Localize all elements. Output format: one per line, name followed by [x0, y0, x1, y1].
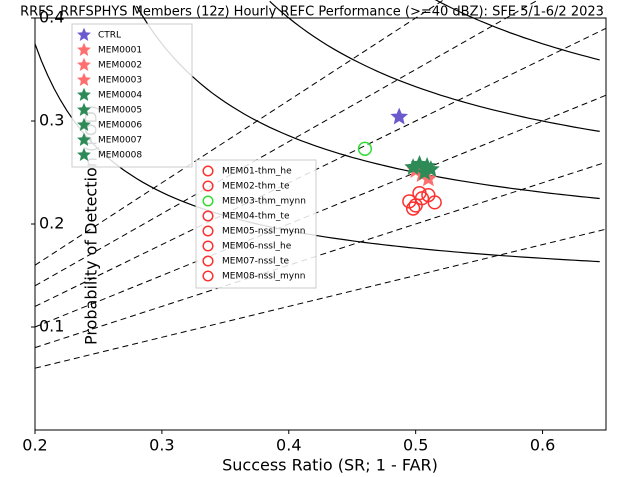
legend-marker — [202, 225, 214, 237]
point — [418, 156, 436, 174]
legend-label: MEM05-nssl_mynn — [222, 227, 306, 237]
legend-marker — [77, 147, 91, 161]
csi-curve — [434, 0, 600, 61]
legend-label: MEM0006 — [98, 121, 142, 131]
point — [357, 141, 373, 156]
y-tick-label: 0.3 — [39, 111, 64, 130]
legend-label: MEM07-nssl_te — [222, 257, 290, 267]
y-tick-label: 0.2 — [39, 214, 64, 233]
bias-line — [34, 228, 607, 369]
x-tick-label: 0.6 — [530, 436, 555, 455]
bias-line — [34, 27, 607, 307]
y-tick-label: 0.1 — [39, 317, 64, 336]
legend-marker — [202, 255, 214, 267]
legend-label: MEM0004 — [98, 91, 142, 101]
legend-marker — [77, 57, 91, 71]
legend-label: MEM0005 — [98, 106, 142, 116]
legend-label: MEM04-thm_te — [222, 212, 290, 222]
csi-curve — [269, 0, 600, 132]
legend-label: MEM02-thm_te — [222, 182, 290, 192]
legend-marker — [77, 72, 91, 86]
legend-marker — [77, 27, 91, 41]
x-tick-label: 0.4 — [276, 436, 301, 455]
reference-lines — [34, 0, 607, 431]
legend-marker — [202, 180, 214, 192]
legend-marker — [202, 240, 214, 252]
legend-label: MEM08-nssl_mynn — [222, 272, 306, 282]
bias-line — [34, 94, 607, 328]
bias-line — [34, 0, 445, 266]
csi-curve — [34, 43, 600, 263]
legend-box — [71, 23, 193, 168]
legend-marker — [77, 102, 91, 116]
legend-label: MEM0008 — [98, 151, 142, 161]
legend-box — [195, 159, 317, 289]
x-tick-label: 0.3 — [149, 436, 174, 455]
legend-label: CTRL — [98, 31, 121, 41]
legend-label: MEM01-thm_he — [222, 167, 292, 177]
legend-marker — [202, 210, 214, 222]
chart-title: RRFS_RRFSPHYS Members (12z) Hourly REFC … — [20, 5, 604, 20]
point — [405, 201, 421, 216]
point — [412, 185, 427, 201]
legend-label: MEM0002 — [98, 61, 142, 71]
point — [427, 195, 442, 210]
x-tick-label: 0.5 — [403, 436, 428, 455]
legend-marker — [77, 117, 91, 131]
y-tick-label: 0.4 — [39, 8, 64, 27]
legend-marker — [202, 165, 214, 177]
legend-marker — [202, 195, 214, 207]
x-axis-label: Success Ratio (SR; 1 - FAR) — [222, 456, 438, 475]
legend-label: MEM03-thm_mynn — [222, 197, 306, 207]
legend-label: MEM0003 — [98, 76, 142, 86]
bias-line — [34, 161, 607, 349]
point — [390, 107, 409, 125]
legend-marker — [77, 132, 91, 146]
legend-label: MEM0001 — [98, 46, 142, 56]
legend-label: MEM06-nssl_he — [222, 242, 292, 252]
legend-label: MEM0007 — [98, 136, 142, 146]
legend-marker — [202, 270, 214, 282]
x-tick-label: 0.2 — [22, 436, 47, 455]
legend-marker — [77, 87, 91, 101]
legend-marker — [77, 42, 91, 56]
